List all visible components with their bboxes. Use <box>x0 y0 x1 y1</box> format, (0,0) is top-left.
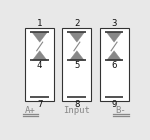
Polygon shape <box>69 32 84 42</box>
Bar <box>62 28 91 101</box>
Polygon shape <box>69 51 84 60</box>
Text: 7: 7 <box>37 100 42 109</box>
Bar <box>100 28 129 101</box>
Text: 1: 1 <box>37 19 42 28</box>
Polygon shape <box>107 51 122 60</box>
Polygon shape <box>32 32 47 42</box>
Text: 6: 6 <box>111 61 117 70</box>
Text: 8: 8 <box>74 100 80 109</box>
Polygon shape <box>107 32 122 42</box>
Text: 5: 5 <box>74 61 80 70</box>
Text: 3: 3 <box>111 19 117 28</box>
Text: B-: B- <box>116 106 126 115</box>
Text: 9: 9 <box>111 100 117 109</box>
Polygon shape <box>32 51 47 60</box>
Text: 2: 2 <box>74 19 80 28</box>
Text: Input: Input <box>63 106 90 115</box>
Bar <box>25 28 54 101</box>
Text: 4: 4 <box>37 61 42 70</box>
Text: A+: A+ <box>25 106 36 115</box>
